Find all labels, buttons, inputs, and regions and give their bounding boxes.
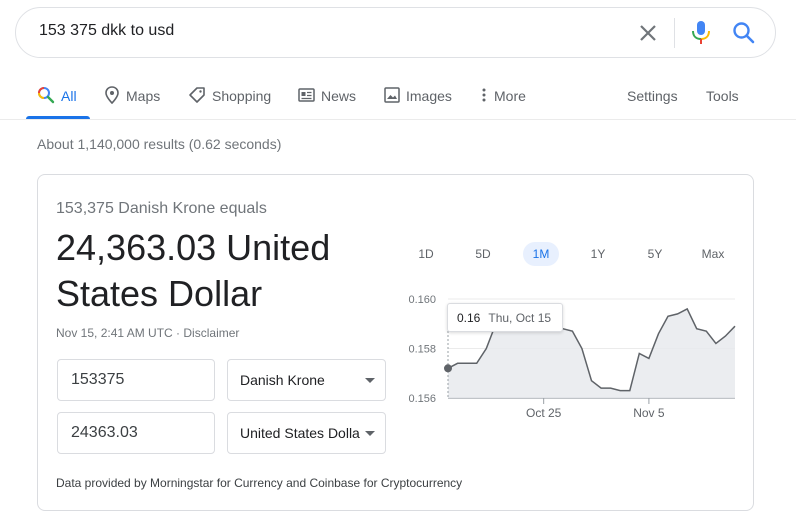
search-icon[interactable]	[731, 20, 757, 46]
search-tabs: All Maps Shopping News Images More Setti…	[0, 76, 796, 120]
map-pin-icon	[104, 85, 126, 107]
to-currency-label: United States Dollar	[240, 425, 365, 441]
range-5d[interactable]: 5D	[475, 247, 491, 261]
x-tick-label: Oct 25	[526, 406, 562, 420]
tabs-divider	[0, 119, 796, 120]
y-tick-label: 0.158	[408, 344, 436, 356]
tab-label: More	[494, 88, 526, 104]
tab-label: Shopping	[212, 88, 272, 104]
range-1m[interactable]: 1M	[523, 242, 559, 266]
tab-news[interactable]: News	[298, 84, 356, 108]
from-currency-select[interactable]: Danish Krone	[227, 359, 386, 401]
x-tick-label: Nov 5	[633, 406, 665, 420]
active-tab-indicator	[26, 116, 90, 119]
range-1y[interactable]: 1Y	[590, 247, 606, 261]
clear-icon[interactable]	[636, 21, 660, 45]
hover-point	[444, 364, 452, 373]
to-amount-input[interactable]	[57, 412, 215, 454]
data-provider-note: Data provided by Morningstar for Currenc…	[56, 476, 463, 490]
range-5y[interactable]: 5Y	[647, 247, 663, 261]
from-currency-label: Danish Krone	[240, 372, 325, 388]
image-icon	[384, 86, 406, 106]
tag-icon	[188, 86, 212, 107]
chart-tooltip: 0.16 Thu, Oct 15	[447, 303, 563, 332]
y-tick-label: 0.160	[408, 294, 436, 306]
currency-converter-card: 153,375 Danish Krone equals 24,363.03 Un…	[37, 174, 754, 511]
search-box[interactable]	[15, 7, 776, 58]
to-currency-select[interactable]: United States Dollar	[227, 412, 386, 454]
search-divider	[674, 18, 675, 48]
tab-shopping[interactable]: Shopping	[188, 84, 271, 108]
conversion-result: 24,363.03 United States Dollar	[56, 227, 331, 314]
range-1d[interactable]: 1D	[418, 247, 434, 261]
conversion-meta: Nov 15, 2:41 AM UTC · Disclaimer	[56, 326, 239, 340]
from-amount-input[interactable]	[57, 359, 215, 401]
tab-all[interactable]: All	[37, 84, 77, 108]
tab-label: All	[61, 88, 77, 104]
tab-label: Maps	[126, 88, 161, 104]
chevron-down-icon	[365, 431, 375, 436]
timestamp: Nov 15, 2:41 AM UTC	[56, 326, 173, 340]
chevron-down-icon	[365, 378, 375, 383]
more-vert-icon	[480, 87, 494, 106]
meta-separator: ·	[172, 326, 184, 340]
search-input[interactable]	[39, 22, 599, 40]
tab-images[interactable]: Images	[384, 84, 452, 108]
tooltip-value: 0.16	[457, 310, 481, 325]
microphone-icon[interactable]	[689, 20, 713, 46]
disclaimer-link[interactable]: Disclaimer	[183, 326, 240, 340]
tab-more[interactable]: More	[480, 84, 526, 108]
tools-link[interactable]: Tools	[706, 88, 739, 104]
y-tick-label: 0.156	[408, 393, 436, 405]
range-max[interactable]: Max	[701, 247, 725, 261]
tab-maps[interactable]: Maps	[104, 84, 160, 108]
news-icon	[298, 87, 321, 106]
tooltip-date: Thu, Oct 15	[488, 310, 552, 325]
settings-link[interactable]: Settings	[627, 88, 678, 104]
conversion-source-text: 153,375 Danish Krone equals	[56, 200, 267, 217]
result-stats: About 1,140,000 results (0.62 seconds)	[37, 136, 282, 152]
tab-label: News	[321, 88, 357, 104]
tab-label: Images	[406, 88, 452, 104]
search-icon	[37, 86, 61, 107]
